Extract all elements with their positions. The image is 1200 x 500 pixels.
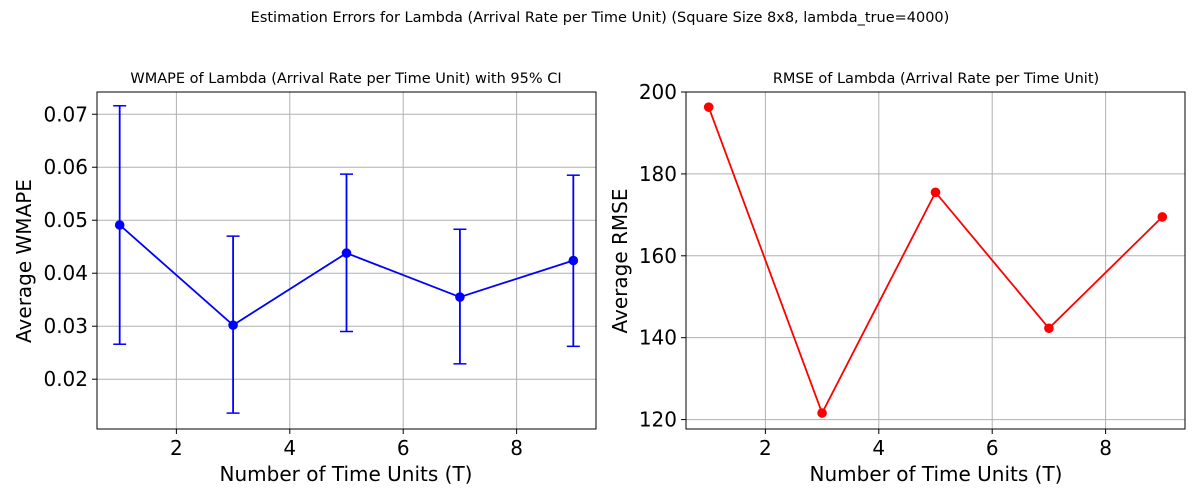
wmape-chart: WMAPE of Lambda (Arrival Rate per Time U… (12, 71, 597, 486)
wmape-data-point (228, 320, 238, 330)
wmape-x-tick-label: 2 (170, 436, 183, 460)
rmse-data-point (930, 187, 941, 198)
rmse-y-tick-label: 180 (639, 162, 677, 186)
rmse-y-tick-label: 160 (639, 244, 677, 268)
wmape-data-point (455, 292, 465, 302)
rmse-series-line (707, 106, 1163, 416)
wmape-y-tick-label: 0.07 (43, 102, 88, 126)
rmse-data-point (817, 408, 827, 418)
rmse-series (703, 102, 1168, 418)
rmse-x-tick-label: 6 (986, 436, 999, 460)
wmape-axes-frame (96, 91, 597, 430)
rmse-x-axis-label: Number of Time Units (T) (810, 462, 1063, 486)
rmse-chart-title: RMSE of Lambda (Arrival Rate per Time Un… (773, 71, 1099, 87)
rmse-ticks: 2 4 6 8 120 140 160 180 200 (639, 80, 1112, 460)
wmape-x-tick-label: 4 (283, 436, 296, 460)
rmse-grid (686, 91, 1185, 429)
wmape-data-point (114, 220, 125, 230)
wmape-data-point (568, 255, 579, 266)
wmape-ticks: 2 4 6 8 0.02 0.03 0.04 0.05 0.06 0.07 (43, 102, 523, 460)
wmape-y-axis-label: Average WMAPE (12, 179, 36, 343)
rmse-y-tick-label: 200 (639, 80, 677, 104)
rmse-axes-frame (685, 91, 1186, 430)
rmse-data-point (1157, 212, 1168, 222)
rmse-x-tick-label: 2 (759, 436, 772, 460)
rmse-data-point (1044, 323, 1054, 334)
wmape-y-tick-label: 0.05 (43, 208, 88, 232)
wmape-x-tick-label: 8 (510, 436, 523, 460)
rmse-chart: RMSE of Lambda (Arrival Rate per Time Un… (608, 71, 1186, 486)
rmse-y-tick-label: 120 (639, 408, 677, 432)
wmape-y-tick-label: 0.02 (43, 367, 88, 391)
wmape-y-tick-label: 0.04 (43, 261, 88, 285)
rmse-x-tick-label: 8 (1099, 436, 1112, 460)
wmape-x-tick-label: 6 (397, 436, 410, 460)
wmape-y-tick-label: 0.03 (43, 314, 88, 338)
rmse-y-axis-label: Average RMSE (608, 189, 632, 334)
wmape-data-point (341, 248, 352, 258)
rmse-data-point (703, 102, 714, 112)
wmape-y-tick-label: 0.06 (43, 155, 88, 179)
rmse-x-tick-label: 4 (872, 436, 885, 460)
rmse-y-tick-label: 140 (639, 326, 677, 350)
wmape-chart-title: WMAPE of Lambda (Arrival Rate per Time U… (130, 71, 561, 87)
figure-suptitle: Estimation Errors for Lambda (Arrival Ra… (251, 10, 950, 26)
wmape-x-axis-label: Number of Time Units (T) (220, 462, 473, 486)
wmape-series (113, 105, 580, 414)
